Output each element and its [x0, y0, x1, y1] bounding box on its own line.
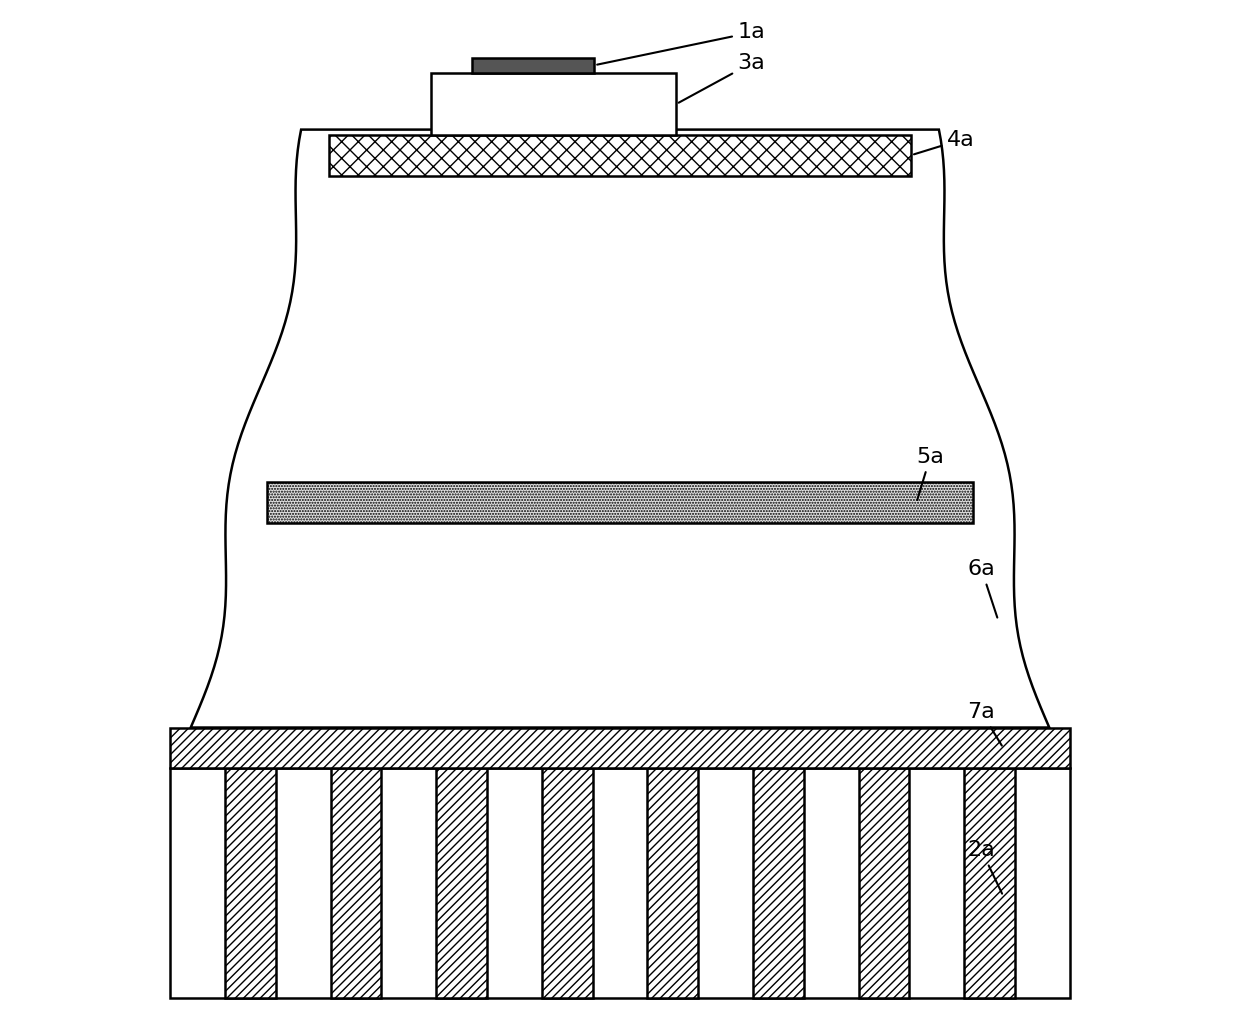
- Bar: [170, 769, 1070, 999]
- Bar: [226, 769, 275, 999]
- Bar: [542, 769, 593, 999]
- Text: 2a: 2a: [967, 840, 1002, 894]
- Polygon shape: [191, 130, 1049, 727]
- Bar: [753, 769, 804, 999]
- Bar: [170, 727, 1070, 769]
- Bar: [965, 769, 1014, 999]
- Bar: [436, 769, 487, 999]
- Bar: [331, 769, 382, 999]
- Bar: [647, 769, 698, 999]
- Text: 1a: 1a: [598, 23, 765, 64]
- Text: 3a: 3a: [678, 53, 765, 103]
- Bar: [268, 482, 972, 523]
- Text: 5a: 5a: [916, 447, 945, 500]
- Text: 7a: 7a: [967, 702, 1002, 746]
- Bar: [858, 769, 909, 999]
- Bar: [329, 135, 911, 175]
- Text: 6a: 6a: [967, 559, 997, 617]
- Text: 4a: 4a: [914, 130, 975, 154]
- Bar: [471, 58, 594, 74]
- Bar: [432, 74, 676, 135]
